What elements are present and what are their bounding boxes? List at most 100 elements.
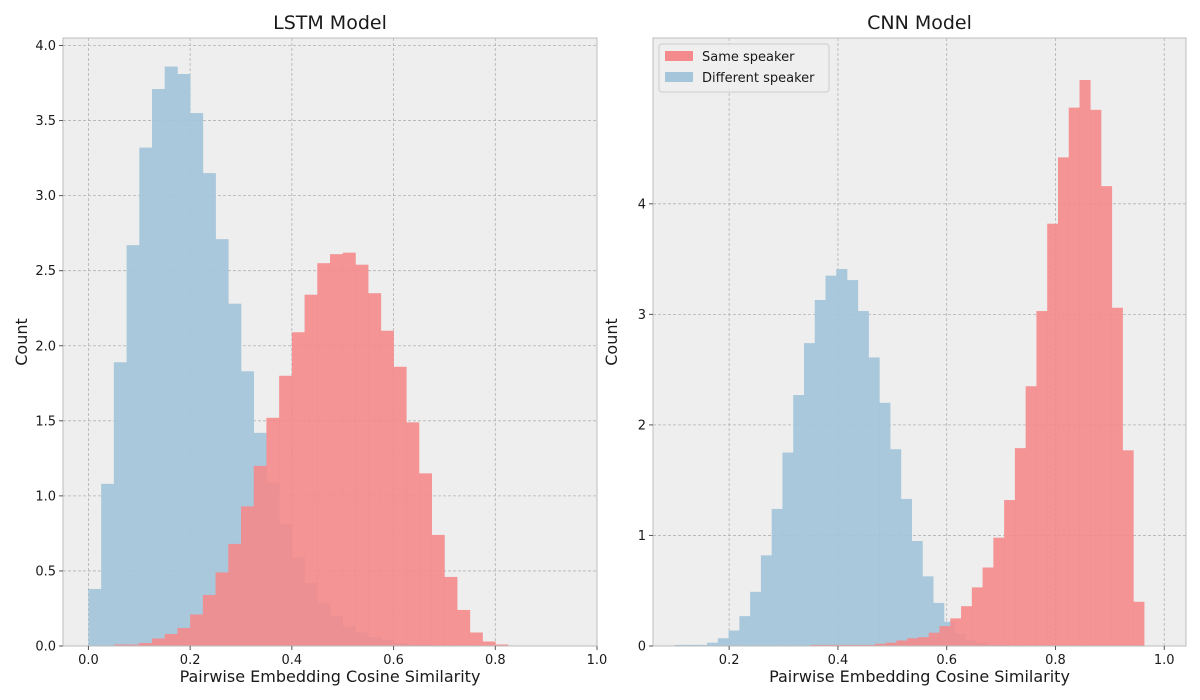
y-tick-label: 0: [638, 640, 646, 655]
histogram-bar: [900, 498, 912, 646]
y-tick-label: 0.0: [35, 640, 56, 655]
histogram-bar-overlay: [847, 280, 858, 646]
chart-title: CNN Model: [867, 12, 972, 34]
histogram-bar-overlay: [343, 626, 356, 646]
histogram-bar: [253, 465, 267, 646]
histogram-bar-overlay: [190, 113, 203, 646]
histogram-bar: [291, 332, 305, 646]
histogram-bar-overlay: [139, 148, 152, 646]
histogram-bar: [368, 293, 382, 646]
histogram-bar-overlay: [750, 592, 761, 646]
histogram-bar: [760, 555, 772, 646]
histogram-bar-overlay: [114, 362, 127, 646]
histogram-bar: [885, 642, 897, 646]
x-tick-label: 0.4: [828, 653, 849, 668]
histogram-bar-overlay: [330, 616, 343, 646]
x-tick-label: 0.4: [282, 653, 303, 668]
histogram-bar: [750, 591, 762, 646]
histogram-bar: [431, 534, 445, 646]
histogram-bar: [126, 245, 140, 647]
histogram-bar: [890, 449, 902, 646]
histogram-bar: [1057, 157, 1070, 646]
histogram-bar: [177, 74, 191, 646]
y-tick-label: 4.0: [35, 39, 56, 54]
histogram-bar-overlay: [815, 300, 826, 646]
histogram-bar: [814, 299, 826, 646]
histogram-bar: [1133, 601, 1145, 646]
histogram-bar: [896, 640, 908, 646]
histogram-bar-overlay: [317, 602, 330, 646]
histogram-bar: [810, 644, 822, 646]
histogram-bar: [152, 89, 166, 646]
histogram-bar-overlay: [203, 173, 216, 646]
histogram-bar-overlay: [165, 67, 178, 646]
histogram-bar: [1079, 80, 1091, 647]
histogram-bar: [993, 537, 1005, 646]
histogram-bar-overlay: [292, 557, 305, 646]
series-different-speaker: [674, 269, 1009, 646]
lstm-histogram-panel: 0.0 0.2 0.4 0.6 0.8 1.0 0.0 0.5 1.0 1.5 2.0 2.5 3.0 3…: [12, 12, 607, 686]
histogram-bar: [317, 263, 331, 646]
y-tick-label: 2.5: [35, 264, 56, 279]
histogram-bar-overlay: [152, 89, 165, 646]
histogram-bar-overlay: [368, 637, 381, 646]
x-tick-label: 0.0: [78, 653, 99, 668]
histogram-bar: [266, 417, 280, 646]
histogram-bar: [864, 644, 876, 646]
x-axis-label: Pairwise Embedding Cosine Similarity: [769, 667, 1070, 686]
histogram-bar: [685, 644, 697, 646]
histogram-bar: [793, 395, 805, 646]
histogram-bar: [1014, 448, 1026, 646]
legend-swatch: [665, 72, 693, 82]
y-tick-label: 2: [638, 418, 646, 433]
x-axis-label: Pairwise Embedding Cosine Similarity: [180, 667, 481, 686]
histogram-bar-overlay: [804, 343, 815, 646]
x-tick-label: 0.2: [180, 653, 201, 668]
histogram-bar: [1101, 186, 1113, 646]
legend-entry: Same speaker: [702, 50, 795, 65]
histogram-bar-overlay: [782, 453, 793, 646]
histogram-bar: [113, 644, 127, 646]
histogram-bar: [177, 627, 191, 646]
histogram-bar: [961, 606, 973, 646]
histogram-bar-overlay: [355, 632, 368, 646]
histogram-bar: [1004, 500, 1016, 646]
histogram-bar: [190, 113, 204, 647]
histogram-bar-overlay: [177, 74, 190, 646]
histogram-bar: [836, 269, 848, 646]
histogram-bar: [101, 483, 115, 646]
y-axis-label: Count: [12, 318, 31, 366]
histogram-bar-overlay: [381, 640, 394, 646]
histogram-bar: [355, 264, 369, 646]
histogram-bar: [304, 294, 318, 646]
x-tick-label: 1.0: [1154, 653, 1175, 668]
x-tick-label: 1.0: [587, 653, 608, 668]
histogram-bar-overlay: [922, 576, 933, 646]
y-tick-label: 1: [638, 529, 646, 544]
histogram-bar-overlay: [127, 245, 140, 646]
histogram-bar: [707, 642, 719, 646]
histogram-bar: [279, 375, 293, 646]
histogram-bar-overlay: [826, 276, 837, 646]
legend-box: [658, 43, 830, 93]
legend-entry: Different speaker: [702, 71, 815, 86]
histogram-bar-overlay: [869, 357, 880, 646]
chart-title: LSTM Model: [273, 12, 387, 34]
histogram-bar: [825, 275, 837, 646]
histogram-bar-overlay: [254, 433, 267, 646]
histogram-bar: [495, 644, 509, 646]
histogram-bar-overlay: [729, 631, 740, 646]
histogram-bar: [88, 588, 102, 646]
histogram-bar-overlay: [836, 269, 847, 646]
y-axis-label: Count: [602, 318, 621, 366]
y-tick-label: 1.5: [35, 414, 56, 429]
histogram-bar: [139, 642, 153, 646]
histogram-bar: [971, 587, 983, 646]
y-tick-label: 0.5: [35, 564, 56, 579]
histogram-bar: [202, 173, 216, 646]
histogram-bar-overlay: [305, 583, 318, 646]
histogram-bar: [190, 614, 204, 646]
histogram-bar: [771, 508, 783, 646]
histogram-bar: [874, 643, 886, 646]
histogram-bar-overlay: [879, 403, 890, 646]
